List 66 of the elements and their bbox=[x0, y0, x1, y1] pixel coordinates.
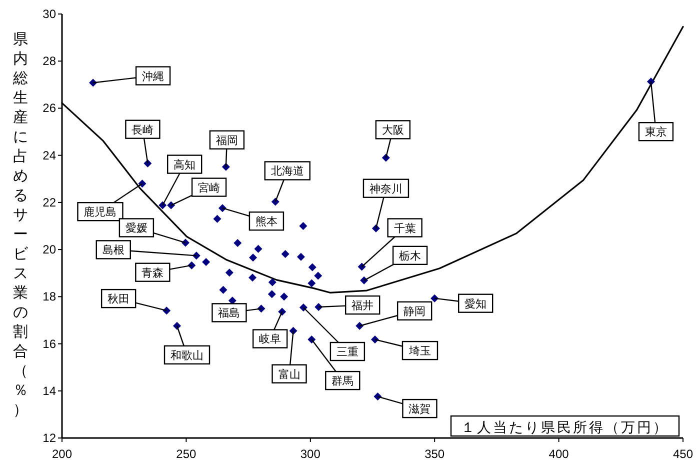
x-tick-label: 300 bbox=[300, 447, 321, 461]
annotation: 群馬 bbox=[332, 376, 354, 388]
point bbox=[281, 250, 290, 258]
point bbox=[299, 222, 308, 230]
point bbox=[308, 263, 316, 272]
x-tick-label: 250 bbox=[176, 447, 197, 461]
annotation: 東京 bbox=[644, 126, 667, 139]
point bbox=[308, 279, 316, 288]
x-tick-label: 400 bbox=[548, 447, 570, 461]
annotation: 福岡 bbox=[216, 134, 238, 147]
annotation: 岐阜 bbox=[259, 332, 282, 346]
annotation: 沖縄 bbox=[142, 70, 164, 83]
y-tick-label: 18 bbox=[42, 290, 56, 304]
annotation: 埼玉 bbox=[408, 346, 431, 358]
annotation: 青森 bbox=[142, 266, 164, 280]
point bbox=[249, 254, 258, 262]
annotation: 神奈川 bbox=[369, 182, 402, 196]
annotation: 鹿児島 bbox=[84, 206, 117, 219]
annotation: 栃木 bbox=[399, 249, 422, 262]
point bbox=[308, 336, 316, 344]
point bbox=[296, 252, 305, 261]
annotation: 高知 bbox=[174, 158, 196, 172]
annotation: 三重 bbox=[336, 346, 358, 358]
annotation: 宮崎 bbox=[198, 181, 220, 194]
annotation: 北海道 bbox=[270, 164, 304, 178]
point bbox=[213, 214, 222, 223]
y-tick-label: 30 bbox=[42, 7, 56, 21]
point bbox=[248, 274, 257, 282]
y-axis-title: 県内総生産に占めるサービス業の割合（％） bbox=[12, 31, 29, 418]
annotation: 福井 bbox=[352, 299, 374, 312]
annotation: 熊本 bbox=[255, 215, 278, 228]
y-tick-label: 12 bbox=[42, 431, 56, 445]
annotation: 秋田 bbox=[108, 294, 130, 306]
annotation: 長崎 bbox=[132, 123, 154, 136]
annotation: 大阪 bbox=[382, 124, 404, 137]
annotation: 千葉 bbox=[394, 222, 416, 235]
point bbox=[167, 201, 176, 210]
point bbox=[268, 290, 276, 298]
point bbox=[202, 258, 210, 266]
point bbox=[254, 244, 262, 253]
y-tick-label: 24 bbox=[42, 148, 56, 162]
y-tick-label: 26 bbox=[42, 101, 56, 116]
x-tick-label: 450 bbox=[672, 447, 694, 461]
point bbox=[225, 268, 234, 277]
y-tick-label: 16 bbox=[42, 336, 56, 351]
annotation: 富山 bbox=[278, 368, 300, 381]
point bbox=[314, 272, 322, 280]
annotation: 滋賀 bbox=[408, 404, 431, 416]
y-tick-label: 14 bbox=[42, 384, 56, 398]
annotation: 福島 bbox=[218, 306, 240, 320]
x-tick-label: 200 bbox=[52, 447, 72, 461]
annotation: 愛媛 bbox=[125, 222, 148, 235]
annotation: 静岡 bbox=[404, 306, 426, 318]
y-tick-label: 22 bbox=[42, 195, 56, 210]
annotation: 島根 bbox=[102, 244, 124, 257]
y-tick-label: 20 bbox=[42, 242, 56, 257]
point bbox=[268, 278, 276, 286]
annotation: 和歌山 bbox=[170, 348, 204, 362]
point bbox=[234, 238, 242, 247]
x-axis-title: １人当たり県民所得（万円） bbox=[461, 419, 669, 435]
point bbox=[299, 304, 308, 312]
point bbox=[219, 286, 228, 294]
annotation: 愛知 bbox=[464, 297, 487, 310]
y-tick-label: 28 bbox=[42, 54, 56, 68]
x-tick-label: 350 bbox=[424, 447, 445, 461]
point bbox=[280, 292, 288, 301]
